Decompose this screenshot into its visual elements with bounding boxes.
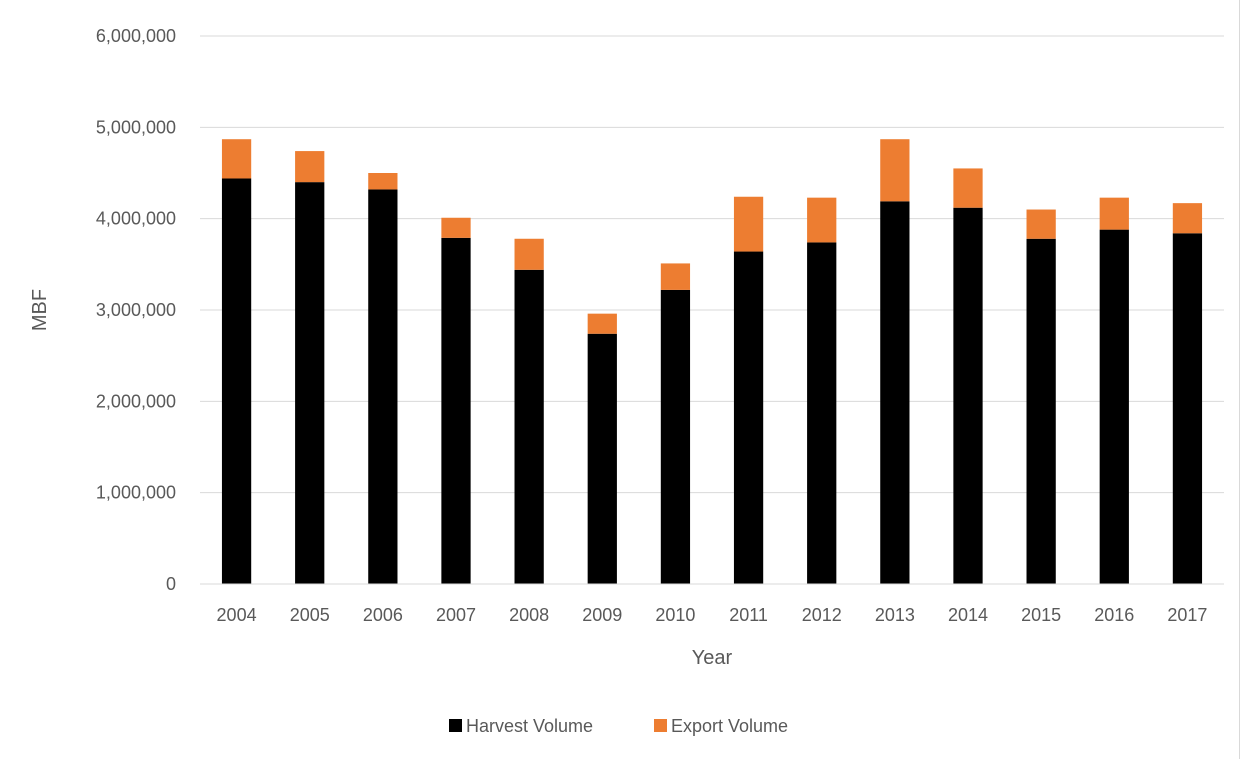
harvest-bar-2017	[1172, 233, 1203, 584]
harvest-bar-2006	[368, 189, 398, 584]
y-tick-label: 4,000,000	[96, 209, 176, 229]
harvest-legend-label: Harvest Volume	[466, 716, 593, 736]
x-tick-label: 2005	[290, 605, 330, 625]
harvest-legend-swatch	[449, 719, 462, 732]
export-bar-2008	[514, 238, 544, 270]
x-axis-tick-labels: 2004 2005 2006 2007 2008 2009 2010 2011 2012 2013…	[217, 605, 1208, 625]
x-tick-label: 2017	[1167, 605, 1207, 625]
x-tick-label: 2010	[655, 605, 695, 625]
x-tick-label: 2006	[363, 605, 403, 625]
export-legend-label: Export Volume	[671, 716, 788, 736]
gridlines	[200, 35, 1224, 494]
x-tick-label: 2004	[217, 605, 257, 625]
harvest-bar-2011	[733, 251, 764, 584]
export-bar-2005	[295, 151, 325, 183]
export-bar-2007	[441, 217, 471, 238]
bars	[221, 139, 1203, 585]
harvest-bar-2004	[221, 178, 252, 585]
export-bar-2010	[660, 263, 691, 290]
x-tick-label: 2008	[509, 605, 549, 625]
y-tick-label: 5,000,000	[96, 117, 176, 137]
x-tick-label: 2015	[1021, 605, 1061, 625]
y-tick-label: 3,000,000	[96, 300, 176, 320]
harvest-bar-2007	[441, 237, 471, 584]
harvest-bar-2014	[953, 207, 983, 584]
harvest-bar-2013	[880, 201, 910, 584]
x-tick-label: 2007	[436, 605, 476, 625]
harvest-bar-2015	[1026, 238, 1056, 584]
legend: Harvest Volume Export Volume	[449, 716, 788, 736]
export-bar-2006	[368, 173, 398, 190]
x-tick-label: 2013	[875, 605, 915, 625]
y-tick-label: 0	[166, 574, 176, 594]
export-bar-2009	[587, 313, 617, 334]
harvest-bar-2010	[660, 289, 691, 584]
export-bar-2014	[953, 168, 983, 208]
y-axis-title: MBF	[29, 289, 51, 331]
export-bar-2016	[1099, 197, 1129, 230]
export-bar-2011	[733, 196, 764, 252]
x-tick-label: 2009	[582, 605, 622, 625]
x-tick-label: 2016	[1094, 605, 1134, 625]
x-tick-label: 2011	[729, 605, 768, 625]
x-axis-title: Year	[692, 647, 733, 669]
harvest-bar-2009	[587, 333, 617, 584]
export-bar-2013	[880, 139, 910, 202]
harvest-bar-2016	[1099, 229, 1129, 585]
harvest-bar-2008	[514, 269, 544, 584]
y-tick-label: 6,000,000	[96, 26, 176, 46]
export-bar-2012	[807, 197, 837, 243]
export-bar-2017	[1172, 203, 1203, 234]
x-tick-label: 2014	[948, 605, 988, 625]
harvest-bar-2005	[295, 182, 325, 584]
y-axis-tick-labels: 0 1,000,000 2,000,000 3,000,000 4,000,000 5,0…	[96, 26, 176, 594]
export-legend-swatch	[654, 719, 667, 732]
export-bar-2004	[221, 139, 252, 179]
y-tick-label: 2,000,000	[96, 391, 176, 411]
export-bar-2015	[1026, 209, 1056, 239]
x-tick-label: 2012	[802, 605, 842, 625]
harvest-bar-2012	[807, 242, 837, 584]
y-tick-label: 1,000,000	[96, 483, 176, 503]
